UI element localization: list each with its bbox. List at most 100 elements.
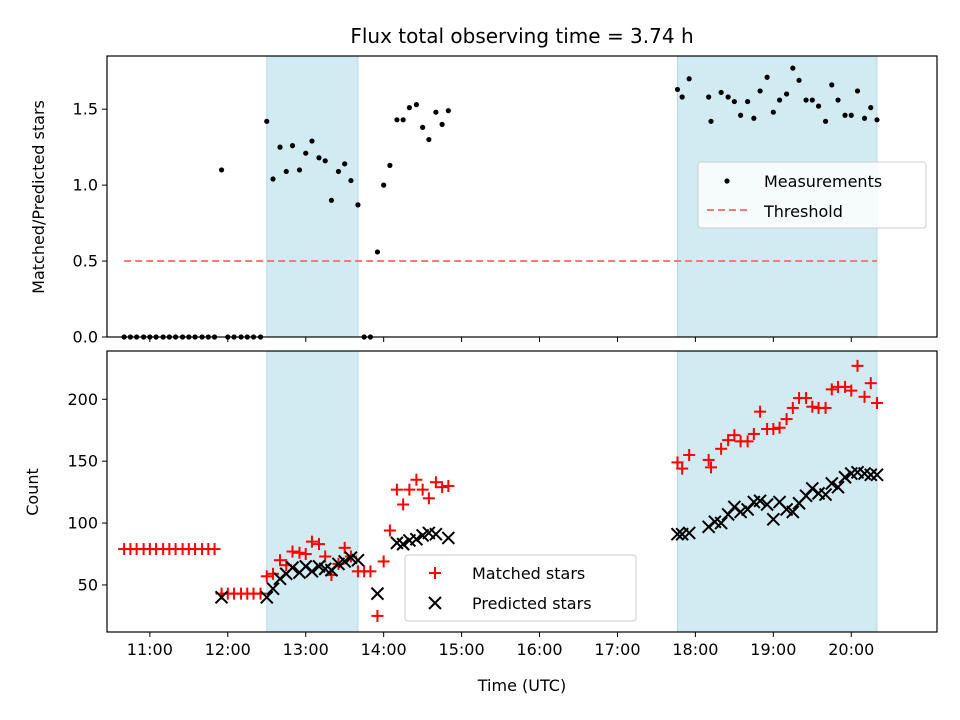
matched-star-point [747, 427, 760, 440]
legend-predicted-marker [428, 596, 442, 610]
matched-star-point [299, 548, 312, 561]
measurement-point [815, 103, 822, 109]
x-tick-label: 13:00 [283, 640, 329, 659]
matched-star-point [267, 567, 279, 580]
predicted-star-point [818, 487, 833, 502]
top-y-tick-label: 0.5 [73, 252, 98, 271]
measurement-point [731, 98, 737, 105]
top-y-tick-label: 1.0 [73, 176, 98, 195]
measurement-point [674, 86, 681, 93]
matched-star-point [436, 481, 449, 494]
matched-star-point [683, 448, 696, 461]
matched-star-point [676, 462, 689, 475]
legend-matched-label: Matched stars [472, 564, 585, 583]
matched-star-point [442, 479, 455, 492]
matched-star-point [286, 545, 299, 558]
matched-star-point [819, 401, 832, 414]
matched-star-point [305, 535, 318, 548]
matched-star-point [704, 461, 717, 474]
measurement-point [835, 97, 841, 103]
predicted-star-point [838, 470, 852, 484]
bottom-y-ticks: 50 100 150 200 [67, 390, 107, 594]
matched-star-point [722, 434, 735, 447]
matched-star-point [728, 429, 741, 442]
measurement-point [770, 109, 776, 115]
top-plot-marks [121, 65, 880, 340]
predicted-star-point [285, 560, 300, 575]
matched-star-point [806, 400, 819, 413]
matched-star-point [741, 435, 754, 448]
matched-star-point [800, 392, 813, 405]
matched-star-point [410, 473, 423, 486]
measurement-point [708, 118, 714, 124]
measurement-point [283, 168, 289, 175]
bottom-axes-frame [106, 350, 938, 633]
measurement-point [868, 105, 874, 111]
predicted-star-point [214, 590, 229, 605]
x-tick-label: 14:00 [361, 640, 407, 659]
bottom-shaded-intervals [266, 350, 878, 633]
predicted-star-point [260, 590, 274, 605]
predicted-star-point [337, 554, 352, 569]
predicted-star-point [864, 468, 878, 482]
matched-star-point [397, 498, 410, 511]
top-shaded-interval-0 [266, 55, 359, 338]
measurement-point [848, 112, 854, 118]
measurement-point [445, 108, 451, 114]
measurement-point [426, 136, 432, 143]
measurement-point [809, 97, 815, 103]
bot-shaded-interval-0 [266, 350, 359, 633]
measurement-point [751, 115, 757, 121]
matched-star-point [416, 483, 429, 496]
matched-star-point [403, 483, 416, 496]
x-tick-label: 16:00 [516, 640, 562, 659]
matched-star-point [754, 405, 767, 418]
x-tick-label: 20:00 [828, 640, 874, 659]
x-axis-label: Time (UTC) [477, 676, 566, 695]
predicted-star-point [753, 494, 767, 508]
matched-star-point [870, 396, 883, 409]
bot-y-tick-label: 100 [67, 514, 98, 533]
measurement-point [718, 89, 724, 96]
matched-star-point [390, 483, 403, 496]
predicted-star-point [760, 497, 774, 512]
matched-star-point [383, 524, 396, 537]
predicted-star-point [682, 526, 696, 540]
matched-star-point [254, 587, 267, 600]
matched-star-point [715, 442, 728, 455]
predicted-star-point [429, 527, 443, 541]
top-panel: 0.0 0.5 1.0 1.5 Matched/Predicted stars Mea… [29, 55, 938, 347]
measurement-point [296, 167, 303, 173]
legend-threshold-label: Threshold [763, 202, 843, 221]
x-tick-label: 12:00 [205, 640, 251, 659]
top-legend: Measurements Threshold [697, 161, 927, 229]
measurement-point [406, 105, 412, 111]
measurement-point [745, 98, 751, 105]
top-y-tick-label: 0.0 [73, 328, 98, 347]
measurement-point [316, 155, 322, 161]
predicted-star-point [825, 476, 839, 491]
measurement-point [277, 144, 283, 150]
legend-predicted-label: Predicted stars [472, 594, 592, 613]
measurement-point [776, 97, 783, 103]
predicted-star-point [870, 468, 884, 482]
measurement-point [706, 94, 712, 100]
top-x-ticks [149, 337, 852, 342]
matched-star-point [767, 422, 780, 435]
measurement-point [803, 97, 809, 103]
predicted-star-point [441, 531, 456, 545]
measurement-point [309, 138, 315, 144]
measurement-point [413, 102, 419, 108]
measurement-point [725, 94, 731, 100]
measurement-point [381, 182, 387, 188]
predicted-star-point [396, 537, 410, 551]
measurement-point [842, 112, 848, 118]
matched-star-point [364, 565, 377, 578]
measurement-point [394, 117, 400, 123]
top-y-ticks: 0.0 0.5 1.0 1.5 [73, 100, 107, 347]
x-tick-label: 18:00 [672, 640, 718, 659]
predicted-star-point [831, 480, 845, 494]
x-tick-label: 17:00 [594, 640, 640, 659]
predicted-star-point [344, 551, 358, 565]
